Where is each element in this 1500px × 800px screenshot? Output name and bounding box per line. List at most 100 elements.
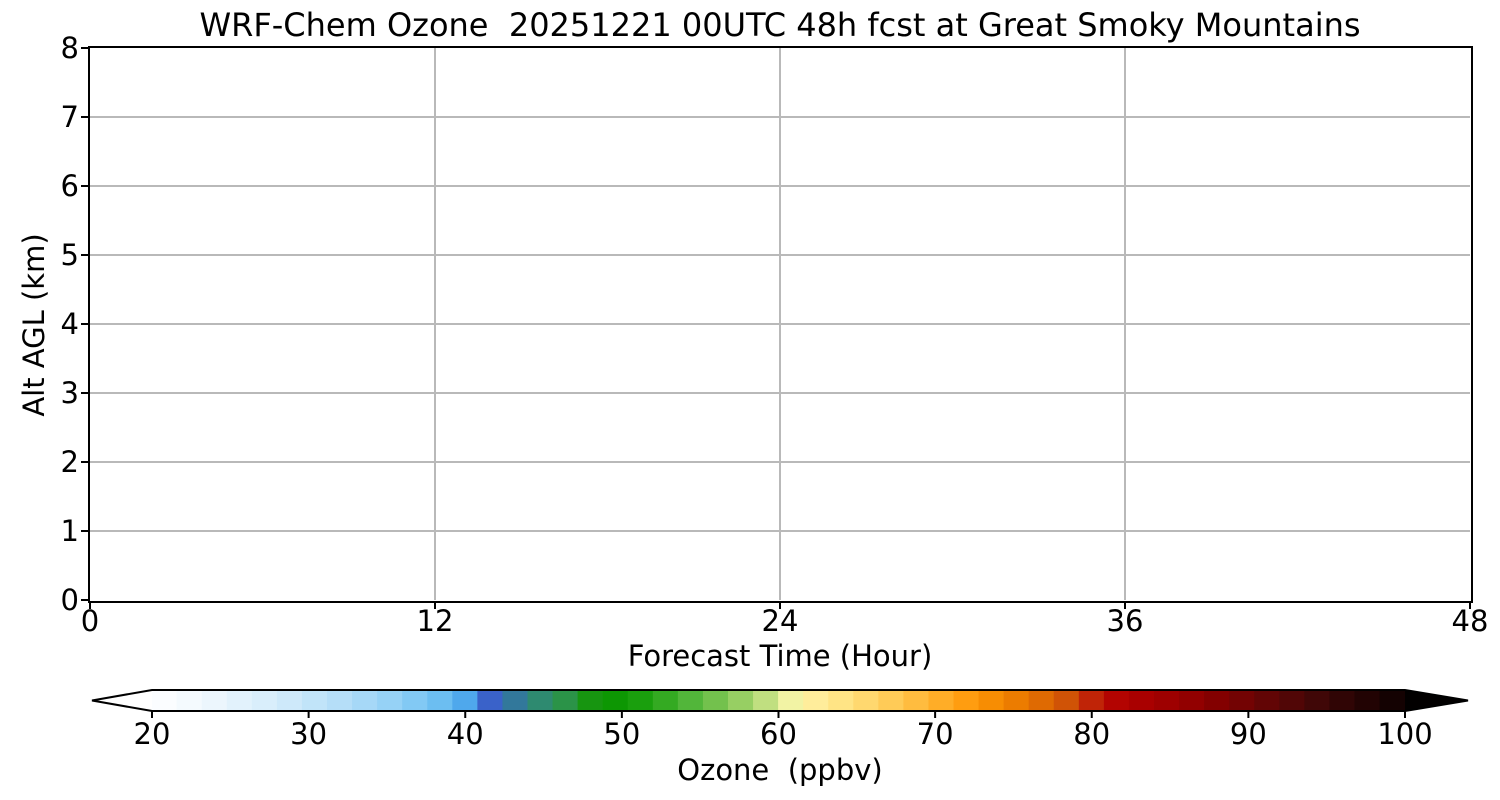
x-tick-label: 12 (416, 604, 454, 638)
x-tick-label: 24 (761, 604, 799, 638)
colorbar-segment (577, 690, 604, 711)
y-gridline (90, 254, 1470, 256)
colorbar-segment (527, 690, 554, 711)
colorbar-segment (452, 690, 479, 711)
colorbar-segment (1128, 690, 1155, 711)
y-tick-label: 7 (60, 100, 79, 134)
colorbar-segment (727, 690, 754, 711)
colorbar-over-arrow (1405, 690, 1468, 711)
colorbar-segment (1329, 690, 1356, 711)
colorbar-segment (1028, 690, 1055, 711)
y-tick-label: 1 (60, 514, 79, 548)
colorbar-segment (427, 690, 454, 711)
colorbar-tick-label: 50 (603, 717, 641, 751)
x-tick-label: 0 (80, 604, 100, 638)
y-gridline (90, 185, 1470, 187)
colorbar-segment (1229, 690, 1256, 711)
y-gridline (90, 461, 1470, 463)
x-tick-label: 48 (1451, 604, 1489, 638)
y-tick (81, 323, 89, 325)
colorbar-under-arrow (92, 690, 152, 711)
colorbar-segment (652, 690, 679, 711)
colorbar-segment (803, 690, 830, 711)
y-tick-label: 3 (60, 376, 79, 410)
colorbar-tick-label: 60 (760, 717, 797, 751)
colorbar-segment (201, 690, 228, 711)
colorbar-label: Ozone (ppbv) (677, 753, 883, 787)
colorbar-segment (327, 690, 353, 711)
colorbar-tick-label: 100 (1377, 717, 1433, 751)
y-tick-label: 8 (60, 31, 79, 65)
y-tick-label: 2 (60, 445, 79, 479)
colorbar-segment (151, 690, 178, 711)
colorbar-segment (251, 690, 278, 711)
y-tick (81, 599, 89, 601)
colorbar-segment (1254, 690, 1281, 711)
colorbar-segment (1179, 690, 1205, 711)
colorbar-segment (677, 690, 704, 711)
x-tick (1124, 601, 1126, 609)
colorbar-tick-label: 30 (290, 717, 328, 751)
colorbar-segment (176, 690, 203, 711)
y-tick (81, 392, 89, 394)
y-tick (81, 254, 89, 256)
y-tick (81, 116, 89, 118)
colorbar-segment (477, 690, 504, 711)
y-gridline (90, 116, 1470, 118)
colorbar-segment (276, 690, 303, 711)
y-tick-label: 5 (60, 238, 79, 272)
colorbar-segment (753, 690, 779, 711)
colorbar-segment (702, 690, 729, 711)
colorbar-segment (978, 690, 1005, 711)
colorbar-segment (352, 690, 378, 711)
colorbar-segment (1279, 690, 1306, 711)
y-tick (81, 185, 89, 187)
y-gridline (90, 323, 1470, 325)
colorbar-segment (1204, 690, 1230, 711)
y-tick (81, 461, 89, 463)
colorbar-segment (377, 690, 403, 711)
colorbar-segment (602, 690, 629, 711)
y-tick-label: 4 (60, 307, 79, 341)
colorbar-segment (878, 690, 905, 711)
colorbar-tick-label: 20 (133, 717, 171, 751)
colorbar-segment (1304, 690, 1331, 711)
colorbar-segment (778, 690, 804, 711)
colorbar-segment (1154, 690, 1180, 711)
colorbar-segment (627, 690, 654, 711)
y-gridline (90, 530, 1470, 532)
colorbar-segment (828, 690, 855, 711)
y-gridline (90, 392, 1470, 394)
x-tick (1469, 601, 1471, 609)
colorbar-segment (552, 690, 579, 711)
x-tick (89, 601, 91, 609)
colorbar-segment (853, 690, 880, 711)
colorbar-tick-label: 70 (916, 717, 954, 751)
colorbar-tick-label: 90 (1229, 717, 1267, 751)
colorbar-tick-label: 40 (446, 717, 484, 751)
x-tick-label: 36 (1106, 604, 1144, 638)
chart-title: WRF-Chem Ozone 20251221 00UTC 48h fcst a… (199, 6, 1361, 44)
colorbar-tick-label: 80 (1073, 717, 1111, 751)
y-tick-label: 0 (60, 583, 79, 617)
colorbar-segment (1354, 690, 1381, 711)
colorbar-segment (402, 690, 429, 711)
colorbar-segment (1078, 690, 1105, 711)
colorbar-segment (502, 690, 529, 711)
y-tick-label: 6 (60, 169, 79, 203)
x-axis-label: Forecast Time (Hour) (627, 639, 933, 673)
y-tick (81, 530, 89, 532)
colorbar-segment (1053, 690, 1080, 711)
colorbar-segment (953, 690, 980, 711)
colorbar (91, 689, 1469, 718)
colorbar-segment (226, 690, 253, 711)
y-tick (81, 47, 89, 49)
colorbar-segment (903, 690, 930, 711)
colorbar-segment (1103, 690, 1130, 711)
colorbar-segment (928, 690, 955, 711)
x-tick (779, 601, 781, 609)
x-tick (434, 601, 436, 609)
colorbar-segment (1003, 690, 1030, 711)
colorbar-segment (301, 690, 328, 711)
